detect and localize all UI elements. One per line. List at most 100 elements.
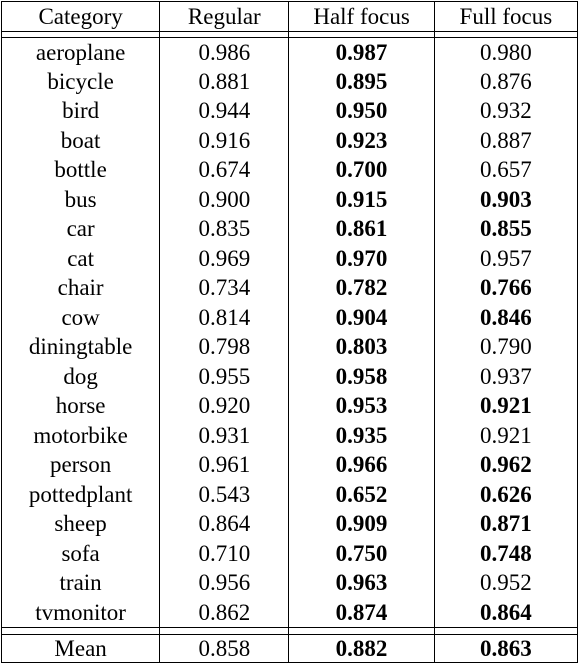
regular-cell: 0.955 [159,362,290,392]
table-row: horse 0.920 0.953 0.921 [0,391,578,421]
category-cell: person [0,450,161,480]
full-focus-cell: 0.864 [433,598,578,628]
mean-full-focus: 0.863 [433,634,578,663]
half-focus-cell: 0.803 [288,332,435,362]
half-focus-cell: 0.652 [288,480,435,510]
regular-cell: 0.543 [159,480,290,510]
regular-cell: 0.920 [159,391,290,421]
mean-row: Mean 0.858 0.882 0.863 [0,634,578,663]
regular-cell: 0.864 [159,509,290,539]
category-cell: train [0,568,161,598]
category-cell: car [0,214,161,244]
table-row: sofa 0.710 0.750 0.748 [0,539,578,569]
half-focus-cell: 0.895 [288,67,435,97]
category-cell: dog [0,362,161,392]
header-full-focus: Full focus [433,1,578,32]
regular-cell: 0.674 [159,155,290,185]
category-cell: diningtable [0,332,161,362]
full-focus-cell: 0.921 [433,391,578,421]
half-focus-cell: 0.953 [288,391,435,421]
regular-cell: 0.944 [159,96,290,126]
table-row: aeroplane 0.986 0.987 0.980 [0,37,578,67]
table-row: diningtable 0.798 0.803 0.790 [0,332,578,362]
table-row: bicycle 0.881 0.895 0.876 [0,67,578,97]
half-focus-cell: 0.874 [288,598,435,628]
table-row: person 0.961 0.966 0.962 [0,450,578,480]
category-cell: cow [0,303,161,333]
full-focus-cell: 0.903 [433,185,578,215]
half-focus-cell: 0.958 [288,362,435,392]
regular-cell: 0.710 [159,539,290,569]
half-focus-cell: 0.970 [288,244,435,274]
full-focus-cell: 0.855 [433,214,578,244]
table-row: cow 0.814 0.904 0.846 [0,303,578,333]
half-focus-cell: 0.915 [288,185,435,215]
mean-half-focus: 0.882 [288,634,435,663]
table-row: cat 0.969 0.970 0.957 [0,244,578,274]
category-cell: cat [0,244,161,274]
table-row: car 0.835 0.861 0.855 [0,214,578,244]
category-cell: sofa [0,539,161,569]
table-row: bus 0.900 0.915 0.903 [0,185,578,215]
half-focus-cell: 0.987 [288,37,435,67]
full-focus-cell: 0.657 [433,155,578,185]
full-focus-cell: 0.952 [433,568,578,598]
half-focus-cell: 0.950 [288,96,435,126]
table-row: boat 0.916 0.923 0.887 [0,126,578,156]
regular-cell: 0.961 [159,450,290,480]
category-cell: motorbike [0,421,161,451]
mean-regular: 0.858 [159,634,290,663]
full-focus-cell: 0.932 [433,96,578,126]
half-focus-cell: 0.909 [288,509,435,539]
mean-label: Mean [0,634,161,663]
full-focus-cell: 0.921 [433,421,578,451]
regular-cell: 0.835 [159,214,290,244]
category-cell: bottle [0,155,161,185]
table-row: dog 0.955 0.958 0.937 [0,362,578,392]
regular-cell: 0.734 [159,273,290,303]
category-cell: aeroplane [0,37,161,67]
table-row: chair 0.734 0.782 0.766 [0,273,578,303]
regular-cell: 0.900 [159,185,290,215]
regular-cell: 0.798 [159,332,290,362]
spacer-row [0,31,578,38]
full-focus-cell: 0.937 [433,362,578,392]
full-focus-cell: 0.790 [433,332,578,362]
category-cell: tvmonitor [0,598,161,628]
header-half-focus: Half focus [288,1,435,32]
half-focus-cell: 0.963 [288,568,435,598]
table-row: sheep 0.864 0.909 0.871 [0,509,578,539]
half-focus-cell: 0.966 [288,450,435,480]
half-focus-cell: 0.750 [288,539,435,569]
table-row: bird 0.944 0.950 0.932 [0,96,578,126]
half-focus-cell: 0.700 [288,155,435,185]
table-row: tvmonitor 0.862 0.874 0.864 [0,598,578,628]
header-regular: Regular [159,1,290,32]
regular-cell: 0.916 [159,126,290,156]
half-focus-cell: 0.904 [288,303,435,333]
category-cell: bicycle [0,67,161,97]
header-category: Category [0,1,161,32]
regular-cell: 0.881 [159,67,290,97]
regular-cell: 0.862 [159,598,290,628]
regular-cell: 0.969 [159,244,290,274]
regular-cell: 0.814 [159,303,290,333]
category-cell: chair [0,273,161,303]
category-cell: horse [0,391,161,421]
table-row: train 0.956 0.963 0.952 [0,568,578,598]
category-cell: bus [0,185,161,215]
full-focus-cell: 0.748 [433,539,578,569]
full-focus-cell: 0.876 [433,67,578,97]
regular-cell: 0.931 [159,421,290,451]
full-focus-cell: 0.846 [433,303,578,333]
full-focus-cell: 0.766 [433,273,578,303]
regular-cell: 0.956 [159,568,290,598]
full-focus-cell: 0.626 [433,480,578,510]
full-focus-cell: 0.957 [433,244,578,274]
category-cell: boat [0,126,161,156]
full-focus-cell: 0.962 [433,450,578,480]
full-focus-cell: 0.980 [433,37,578,67]
category-cell: pottedplant [0,480,161,510]
